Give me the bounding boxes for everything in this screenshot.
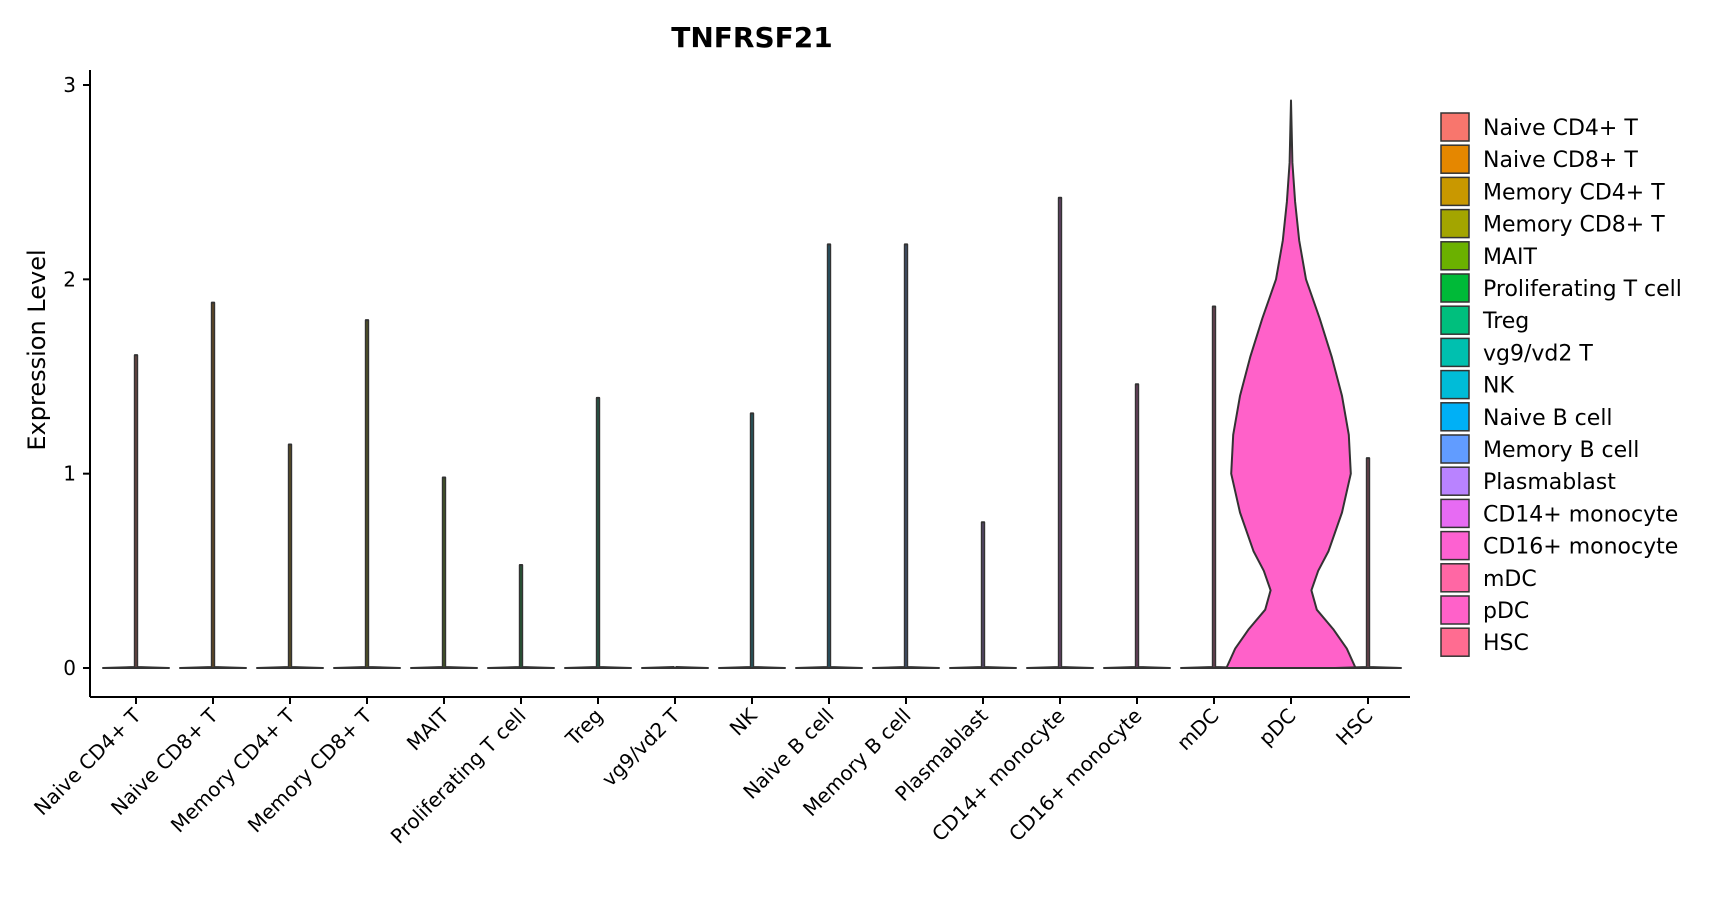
legend-key: [1440, 144, 1470, 174]
legend-label: Naive CD4+ T: [1483, 116, 1638, 141]
legend-label: Naive B cell: [1483, 406, 1613, 431]
legend-label: vg9/vd2 T: [1483, 341, 1593, 366]
y-tick-label: 3: [63, 73, 76, 97]
violin-vg9-vd2-t: [641, 666, 709, 669]
legend-key: [1440, 466, 1470, 496]
legend-label: Memory CD8+ T: [1483, 213, 1665, 238]
violin-nk: [718, 412, 786, 669]
violin-naive-cd4-t: [102, 354, 170, 669]
legend-key: [1440, 273, 1470, 303]
legend-label: Plasmablast: [1483, 470, 1616, 495]
violin-proliferating-t-cell: [487, 564, 555, 669]
x-tick-label: CD16+ monocyte: [1004, 704, 1147, 847]
chart-title: TNFRSF21: [671, 21, 832, 54]
y-tick-label: 2: [63, 267, 76, 291]
legend-key: [1440, 208, 1470, 239]
violin-cd16-monocyte: [1103, 383, 1171, 669]
legend-key: [1440, 595, 1470, 625]
violin-mait: [410, 476, 478, 669]
legend-key: [1440, 176, 1470, 207]
x-tick-label: mDC: [1172, 704, 1224, 756]
legend-label: HSC: [1483, 631, 1529, 656]
violin-memory-cd8-t: [333, 319, 401, 669]
legend-key: [1440, 434, 1470, 464]
x-tick-label: Treg: [560, 704, 607, 751]
legend-label: NK: [1483, 374, 1514, 399]
legend-key: [1440, 563, 1470, 593]
x-tick-label: HSC: [1331, 704, 1377, 750]
violin-hsc: [1334, 457, 1402, 669]
violin-plasmablast: [949, 521, 1017, 669]
legend-label: Naive CD8+ T: [1483, 148, 1638, 173]
x-tick-label: pDC: [1254, 704, 1301, 751]
legend-key: [1440, 337, 1470, 368]
x-tick-label: CD14+ monocyte: [927, 704, 1070, 847]
legend-key: [1440, 241, 1470, 271]
violin-naive-b-cell: [795, 243, 863, 669]
violin-treg: [564, 396, 632, 669]
legend-label: Proliferating T cell: [1483, 277, 1682, 302]
legend-label: pDC: [1483, 599, 1529, 624]
legend-key: [1440, 530, 1470, 561]
legend-label: Treg: [1482, 309, 1529, 334]
legend-key: [1440, 627, 1470, 657]
legend-key: [1440, 305, 1470, 335]
y-tick-label: 0: [63, 656, 76, 680]
legend-key: [1440, 369, 1470, 400]
violin-pdc: [1225, 99, 1357, 669]
legend-label: mDC: [1483, 567, 1537, 592]
legend-key: [1440, 112, 1470, 142]
legend: Naive CD4+ T Naive CD8+ T Memory CD4+ T Mem…: [1440, 112, 1682, 657]
legend-label: Memory CD4+ T: [1483, 180, 1665, 205]
legend-label: CD14+ monocyte: [1483, 502, 1678, 527]
legend-key: [1440, 402, 1470, 432]
x-tick-label: Proliferating T cell: [386, 704, 531, 849]
y-axis-title: Expression Level: [23, 249, 51, 450]
legend-label: MAIT: [1483, 245, 1538, 270]
x-tick-label: vg9/vd2 T: [597, 703, 685, 791]
x-tick-label: NK: [725, 703, 762, 740]
y-tick-label: 1: [63, 462, 76, 486]
violin-cd14-monocyte: [1026, 196, 1094, 669]
violin-naive-cd8-t: [179, 301, 247, 669]
violin-memory-cd4-t: [256, 443, 324, 669]
legend-label: CD16+ monocyte: [1483, 535, 1678, 560]
violin-memory-b-cell: [872, 243, 940, 669]
legend-key: [1440, 498, 1470, 529]
legend-label: Memory B cell: [1483, 438, 1639, 463]
x-tick-label: MAIT: [402, 703, 454, 755]
